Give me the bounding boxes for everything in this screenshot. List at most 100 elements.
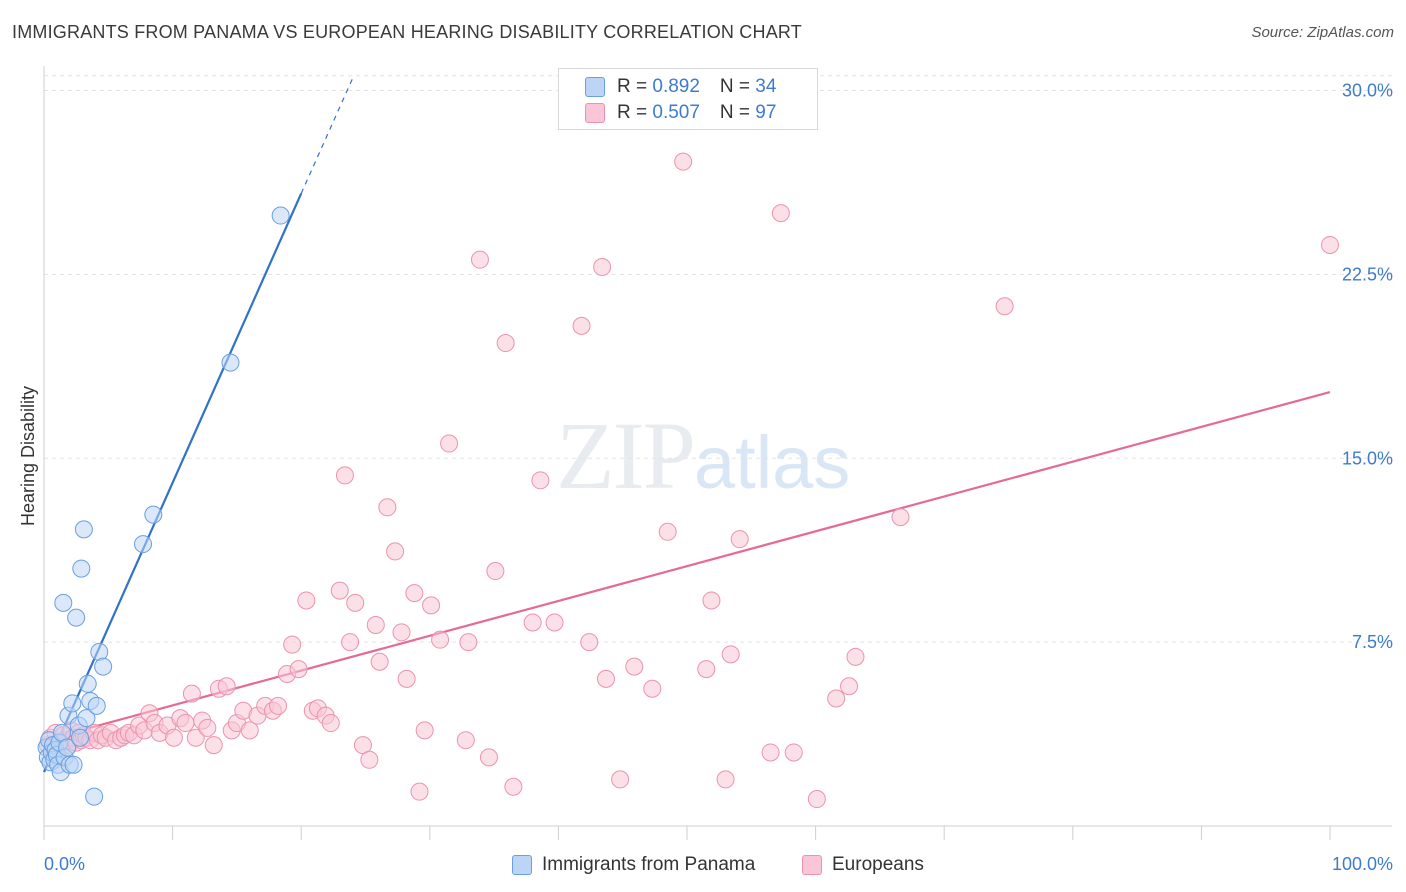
point-panama: [74, 520, 93, 539]
point-europeans: [496, 334, 515, 353]
point-europeans: [186, 728, 205, 747]
point-europeans: [807, 790, 826, 809]
point-europeans: [321, 714, 340, 733]
point-panama: [144, 505, 163, 524]
point-panama: [72, 559, 91, 578]
y-tick-label: 15.0%: [1342, 448, 1393, 468]
point-europeans: [658, 522, 677, 541]
data-points: [37, 152, 1339, 809]
point-europeans: [470, 250, 489, 269]
point-panama: [58, 738, 77, 757]
point-europeans: [702, 591, 721, 610]
point-europeans: [240, 721, 259, 740]
legend-row-europeans: R = 0.507 N = 97: [585, 101, 776, 125]
point-europeans: [523, 613, 542, 632]
legend-r-label: R =: [617, 102, 653, 123]
point-europeans: [366, 615, 385, 634]
point-europeans: [378, 498, 397, 517]
point-europeans: [721, 645, 740, 664]
point-europeans: [572, 316, 591, 335]
point-europeans: [330, 581, 349, 600]
point-europeans: [596, 669, 615, 688]
point-europeans: [198, 718, 217, 737]
point-panama: [67, 608, 86, 627]
point-europeans: [643, 679, 662, 698]
point-europeans: [716, 770, 735, 789]
point-europeans: [771, 204, 790, 223]
y-tick-label: 22.5%: [1342, 264, 1393, 284]
trend-line-panama-extension: [300, 78, 354, 194]
point-europeans: [346, 593, 365, 612]
point-europeans: [335, 466, 354, 485]
point-europeans: [405, 584, 424, 603]
point-europeans: [422, 596, 441, 615]
legend-row-panama: R = 0.892 N = 34: [585, 75, 776, 99]
axes: [43, 66, 1392, 840]
point-europeans: [479, 748, 498, 767]
legend-n-label: N =: [719, 76, 756, 97]
point-panama: [90, 642, 109, 661]
bottom-legend-swatch-europeans: [802, 855, 822, 875]
point-europeans: [545, 613, 564, 632]
point-panama: [271, 206, 290, 225]
bottom-legend-europeans: Europeans: [802, 852, 924, 878]
point-europeans: [370, 652, 389, 671]
point-panama: [87, 696, 106, 715]
point-europeans: [891, 508, 910, 527]
point-europeans: [182, 684, 201, 703]
legend-r-value: 0.892: [652, 76, 700, 97]
point-europeans: [410, 782, 429, 801]
point-europeans: [674, 152, 693, 171]
bottom-legend-panama: Immigrants from Panama: [512, 852, 755, 878]
point-panama: [134, 535, 153, 554]
point-europeans: [611, 770, 630, 789]
point-europeans: [297, 591, 316, 610]
x-tick-label-min: 0.0%: [44, 854, 85, 874]
bottom-legend-swatch-panama: [512, 855, 532, 875]
point-europeans: [341, 633, 360, 652]
point-europeans: [504, 777, 523, 796]
point-europeans: [289, 660, 308, 679]
point-europeans: [283, 635, 302, 654]
point-europeans: [386, 542, 405, 561]
point-europeans: [269, 696, 288, 715]
point-europeans: [397, 669, 416, 688]
legend-n-label: N =: [719, 102, 756, 123]
point-europeans: [580, 633, 599, 652]
point-europeans: [459, 633, 478, 652]
point-panama: [64, 755, 83, 774]
point-panama: [71, 728, 90, 747]
tick-labels: 7.5% 15.0% 22.5% 30.0% 0.0% 100.0%: [44, 81, 1393, 874]
legend-n-value: 34: [755, 76, 777, 97]
point-europeans: [431, 630, 450, 649]
watermark-atlas: atlas: [694, 421, 851, 504]
source-credit: Source: ZipAtlas.com: [1251, 24, 1394, 41]
y-tick-label: 7.5%: [1352, 632, 1393, 652]
point-europeans: [486, 562, 505, 581]
trend-lines: [42, 78, 1331, 773]
legend-r-label: R =: [617, 76, 653, 97]
point-europeans: [593, 258, 612, 277]
point-europeans: [761, 743, 780, 762]
point-europeans: [697, 660, 716, 679]
point-europeans: [531, 471, 550, 490]
point-europeans: [1321, 235, 1339, 254]
point-panama: [63, 694, 82, 713]
point-europeans: [176, 714, 195, 733]
point-europeans: [164, 728, 183, 747]
point-europeans: [456, 731, 475, 750]
point-panama: [221, 353, 240, 372]
point-europeans: [204, 736, 223, 755]
legend-swatch-panama: [585, 77, 605, 97]
point-europeans: [440, 434, 459, 453]
point-panama: [94, 657, 113, 676]
point-europeans: [840, 677, 859, 696]
watermark-zip: ZIP: [556, 402, 696, 509]
point-panama: [85, 787, 104, 806]
point-europeans: [360, 750, 379, 769]
legend-swatch-europeans: [585, 103, 605, 123]
point-europeans: [846, 647, 865, 666]
bottom-legend-label-europeans: Europeans: [832, 854, 924, 875]
point-europeans: [827, 689, 846, 708]
y-axis-label: Hearing Disability: [18, 386, 38, 526]
